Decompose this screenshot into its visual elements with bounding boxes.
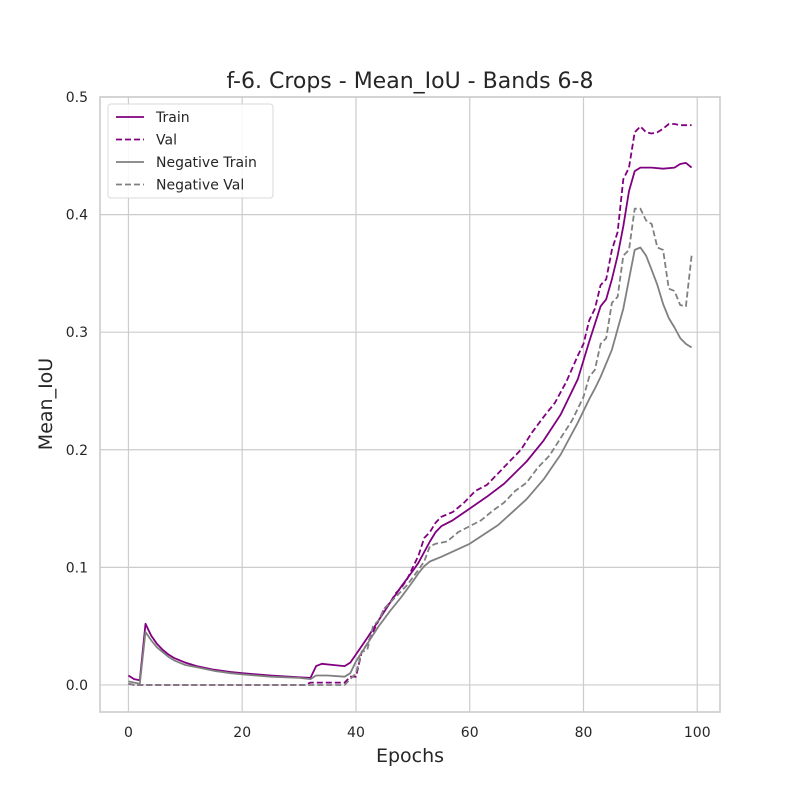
x-tick-label: 20 xyxy=(233,725,251,741)
legend: Train Val Negative Train Negative Val xyxy=(107,103,274,199)
x-axis-label: Epochs xyxy=(376,745,444,767)
x-tick-label: 60 xyxy=(461,725,479,741)
legend-label: Train xyxy=(155,110,190,126)
series-line-train xyxy=(127,161,693,682)
legend-label: Negative Val xyxy=(156,178,244,194)
y-tick-label: 0.0 xyxy=(66,678,88,694)
y-tick-label: 0.2 xyxy=(66,443,88,459)
x-tick-label: 40 xyxy=(347,725,365,741)
legend-box xyxy=(107,103,274,199)
plot-area xyxy=(100,97,720,712)
series-line-val xyxy=(128,123,692,686)
y-tick-label: 0.5 xyxy=(66,90,88,106)
x-tick-label: 0 xyxy=(124,725,133,741)
y-axis-label: Mean_IoU xyxy=(35,358,57,450)
y-tick-label: 0.1 xyxy=(66,560,88,576)
plot-frame xyxy=(99,96,721,713)
tick-labels: 0 20 40 60 80 100 0.0 0.1 0.2 0.3 0.4 0.5 xyxy=(66,90,711,741)
chart-title: f-6. Crops - Mean_IoU - Bands 6-8 xyxy=(227,69,594,94)
y-tick-label: 0.3 xyxy=(66,325,88,341)
y-tick-label: 0.4 xyxy=(66,208,88,224)
series-line-negative-train xyxy=(128,246,693,685)
x-tick-label: 80 xyxy=(575,725,593,741)
series-line-negative-val xyxy=(128,207,693,686)
legend-label: Negative Train xyxy=(156,155,257,171)
legend-label: Val xyxy=(156,133,177,149)
x-tick-label: 100 xyxy=(684,725,711,741)
series-lines xyxy=(127,123,693,686)
